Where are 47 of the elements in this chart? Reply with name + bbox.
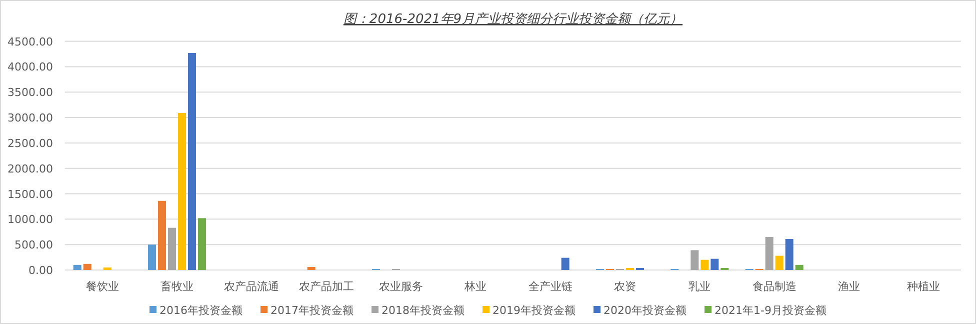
y-tick-label: 500.00 (14, 238, 53, 252)
legend-label: 2020年投资金额 (604, 304, 687, 317)
bar (785, 239, 794, 270)
legend-label: 2018年投资金额 (382, 304, 465, 317)
bar (188, 52, 196, 270)
bar (795, 264, 804, 270)
legend-label: 2017年投资金额 (270, 304, 354, 317)
x-tick-label: 乳业 (688, 280, 711, 293)
y-tick-label: 4500.00 (8, 35, 53, 48)
bar (690, 250, 699, 270)
bar (307, 266, 316, 270)
x-tick-label: 种植业 (907, 280, 940, 293)
legend-label: 2019年投资金额 (492, 304, 576, 317)
x-tick-label: 食品制造 (752, 280, 796, 293)
y-tick-label: 3000.00 (8, 112, 53, 125)
x-tick-label: 渔业 (838, 280, 860, 293)
y-tick-label: 2500.00 (8, 136, 53, 150)
x-tick-label: 农资 (614, 280, 636, 293)
legend-label: 2021年1-9月投资金额 (714, 304, 826, 317)
x-tick-label: 农业服务 (379, 280, 423, 293)
y-tick-label: 0.00 (28, 264, 53, 277)
legend-label: 2016年投资金额 (160, 304, 243, 317)
x-tick-label: 林业 (464, 280, 487, 293)
y-tick-label: 3500.00 (8, 86, 53, 100)
bar (148, 244, 156, 270)
x-tick-label: 农产品加工 (298, 280, 354, 293)
x-tick-label: 畜牧业 (160, 280, 194, 293)
x-tick-label: 餐饮业 (86, 280, 119, 293)
bar (103, 267, 112, 270)
y-tick-label: 2000.00 (8, 162, 53, 176)
bar (561, 258, 570, 270)
bar (700, 260, 709, 270)
bar (83, 264, 92, 270)
bar (168, 228, 176, 270)
x-tick-label: 农产品流通 (224, 280, 280, 293)
x-tick-label: 全产业链 (528, 280, 572, 293)
bar (178, 112, 186, 270)
bar (73, 264, 82, 270)
bar (775, 256, 784, 270)
chart-title: 图：2016-2021年9月产业投资细分行业投资金额（亿元） (343, 12, 683, 27)
y-tick-label: 1000.00 (8, 213, 53, 226)
y-tick-label: 4000.00 (8, 60, 53, 74)
bar (158, 200, 166, 270)
bar (198, 218, 206, 270)
y-tick-label: 1500.00 (8, 188, 53, 201)
bar (710, 258, 719, 270)
bar (765, 236, 774, 270)
